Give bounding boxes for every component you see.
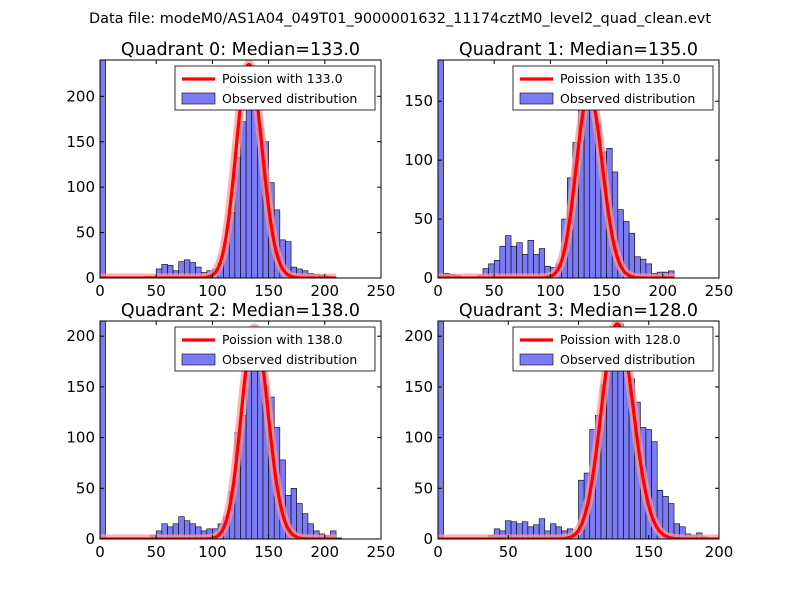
histogram-bar [285, 241, 292, 278]
legend-line-label: Poission with 135.0 [560, 71, 681, 86]
x-tick-label: 100 [198, 543, 227, 561]
histogram-bar [679, 526, 686, 539]
x-tick-label: 0 [95, 543, 105, 561]
x-tick-label: 100 [198, 282, 227, 300]
x-tick-label: 0 [433, 282, 443, 300]
histogram-bar [505, 235, 512, 278]
y-tick-label: 150 [404, 92, 433, 110]
x-tick-label: 200 [648, 282, 677, 300]
histogram-bar [516, 242, 523, 278]
y-tick-label: 150 [404, 378, 433, 396]
quadrant-1-panel: 0 50 100 150 200 250 0 50 100 150 Quadrant 1: Medi… [404, 40, 733, 300]
histogram-bar [527, 239, 534, 278]
quadrant-3-panel: 0 50 100 150 200 0 50 100 150 200 Quadrant 3: Medi… [404, 301, 733, 561]
y-tick-label: 200 [404, 327, 433, 345]
panel-title: Quadrant 0: Median=133.0 [121, 40, 360, 60]
y-tick-label: 100 [66, 429, 95, 447]
figure-suptitle: Data file: modeM0/AS1A04_049T01_90000016… [89, 11, 711, 27]
quadrant-2-panel: 0 50 100 150 200 250 0 50 100 150 200 Quadrant 2: M… [66, 301, 395, 561]
legend-line-label: Poission with 128.0 [560, 332, 681, 347]
poisson-curve [100, 326, 337, 539]
panel-title: Quadrant 2: Median=138.0 [121, 301, 360, 321]
x-tick-label: 50 [147, 543, 166, 561]
legend-bar-label: Observed distribution [222, 352, 357, 367]
y-tick-label: 0 [85, 530, 95, 548]
y-tick-label: 50 [76, 479, 95, 497]
axes-frame [99, 320, 382, 540]
histogram-bar [240, 121, 247, 278]
panel-title: Quadrant 3: Median=128.0 [459, 301, 698, 321]
y-tick-label: 0 [423, 530, 433, 548]
x-tick-label: 150 [592, 282, 621, 300]
x-tick-label: 50 [499, 543, 518, 561]
x-tick-label: 200 [310, 543, 339, 561]
legend-bar-label: Observed distribution [560, 352, 695, 367]
y-tick-label: 200 [66, 87, 95, 105]
legend: Poission with 135.0 Observed distribution [512, 65, 714, 111]
legend: Poission with 138.0 Observed distribution [174, 326, 376, 372]
poisson-curve-halo [438, 88, 678, 278]
legend-line-label: Poission with 138.0 [222, 332, 343, 347]
x-tick-label: 250 [705, 282, 734, 300]
quadrant-0-panel: 0 50 100 150 200 250 0 50 100 150 200 Quadrant 0: M… [66, 40, 395, 300]
x-tick-label: 250 [367, 282, 396, 300]
axes-frame [99, 59, 382, 279]
legend: Poission with 133.0 Observed distribution [174, 65, 376, 111]
legend-bar-label: Observed distribution [222, 91, 357, 106]
x-tick-label: 150 [254, 282, 283, 300]
histogram-bar [100, 60, 106, 278]
histogram-bar [100, 321, 106, 539]
x-tick-label: 200 [705, 543, 734, 561]
y-tick-label: 50 [76, 224, 95, 242]
histogram-bar [438, 321, 444, 539]
x-tick-label: 0 [433, 543, 443, 561]
poisson-curve [438, 91, 675, 278]
x-tick-label: 0 [95, 282, 105, 300]
x-tick-label: 50 [147, 282, 166, 300]
histogram-bar [611, 348, 619, 539]
histogram-bar [538, 518, 546, 539]
y-tick-label: 150 [66, 378, 95, 396]
y-tick-label: 50 [414, 479, 433, 497]
y-tick-label: 100 [66, 178, 95, 196]
y-tick-label: 200 [66, 327, 95, 345]
x-tick-label: 200 [310, 282, 339, 300]
panels-group: 0 50 100 150 200 250 0 50 100 150 200 Quadrant 0: M… [66, 40, 733, 561]
panel-title: Quadrant 1: Median=135.0 [459, 40, 698, 60]
legend-line-label: Poission with 133.0 [222, 71, 343, 86]
histogram-bar [538, 248, 546, 278]
y-tick-label: 150 [66, 133, 95, 151]
legend-bar-swatch [181, 353, 216, 366]
legend: Poission with 128.0 Observed distribution [512, 326, 714, 372]
plot-area [100, 321, 342, 539]
x-tick-label: 100 [564, 543, 593, 561]
x-tick-label: 150 [634, 543, 663, 561]
legend-bar-swatch [519, 353, 554, 366]
histogram-bar [499, 245, 506, 278]
y-tick-label: 100 [404, 429, 433, 447]
axes-frame [437, 59, 720, 279]
poisson-curve [438, 322, 719, 539]
legend-bar-swatch [519, 92, 554, 105]
x-tick-label: 250 [367, 543, 396, 561]
histogram-bar [510, 245, 517, 278]
legend-bar-label: Observed distribution [560, 91, 695, 106]
histogram-bar [645, 263, 652, 278]
y-tick-label: 0 [85, 269, 95, 287]
y-tick-label: 50 [414, 210, 433, 228]
y-tick-label: 0 [423, 269, 433, 287]
histogram-bar [668, 503, 675, 539]
x-tick-label: 150 [254, 543, 283, 561]
x-tick-label: 50 [485, 282, 504, 300]
histogram-bar [438, 60, 444, 278]
legend-bar-swatch [181, 92, 216, 105]
y-tick-label: 100 [404, 151, 433, 169]
x-tick-label: 100 [536, 282, 565, 300]
